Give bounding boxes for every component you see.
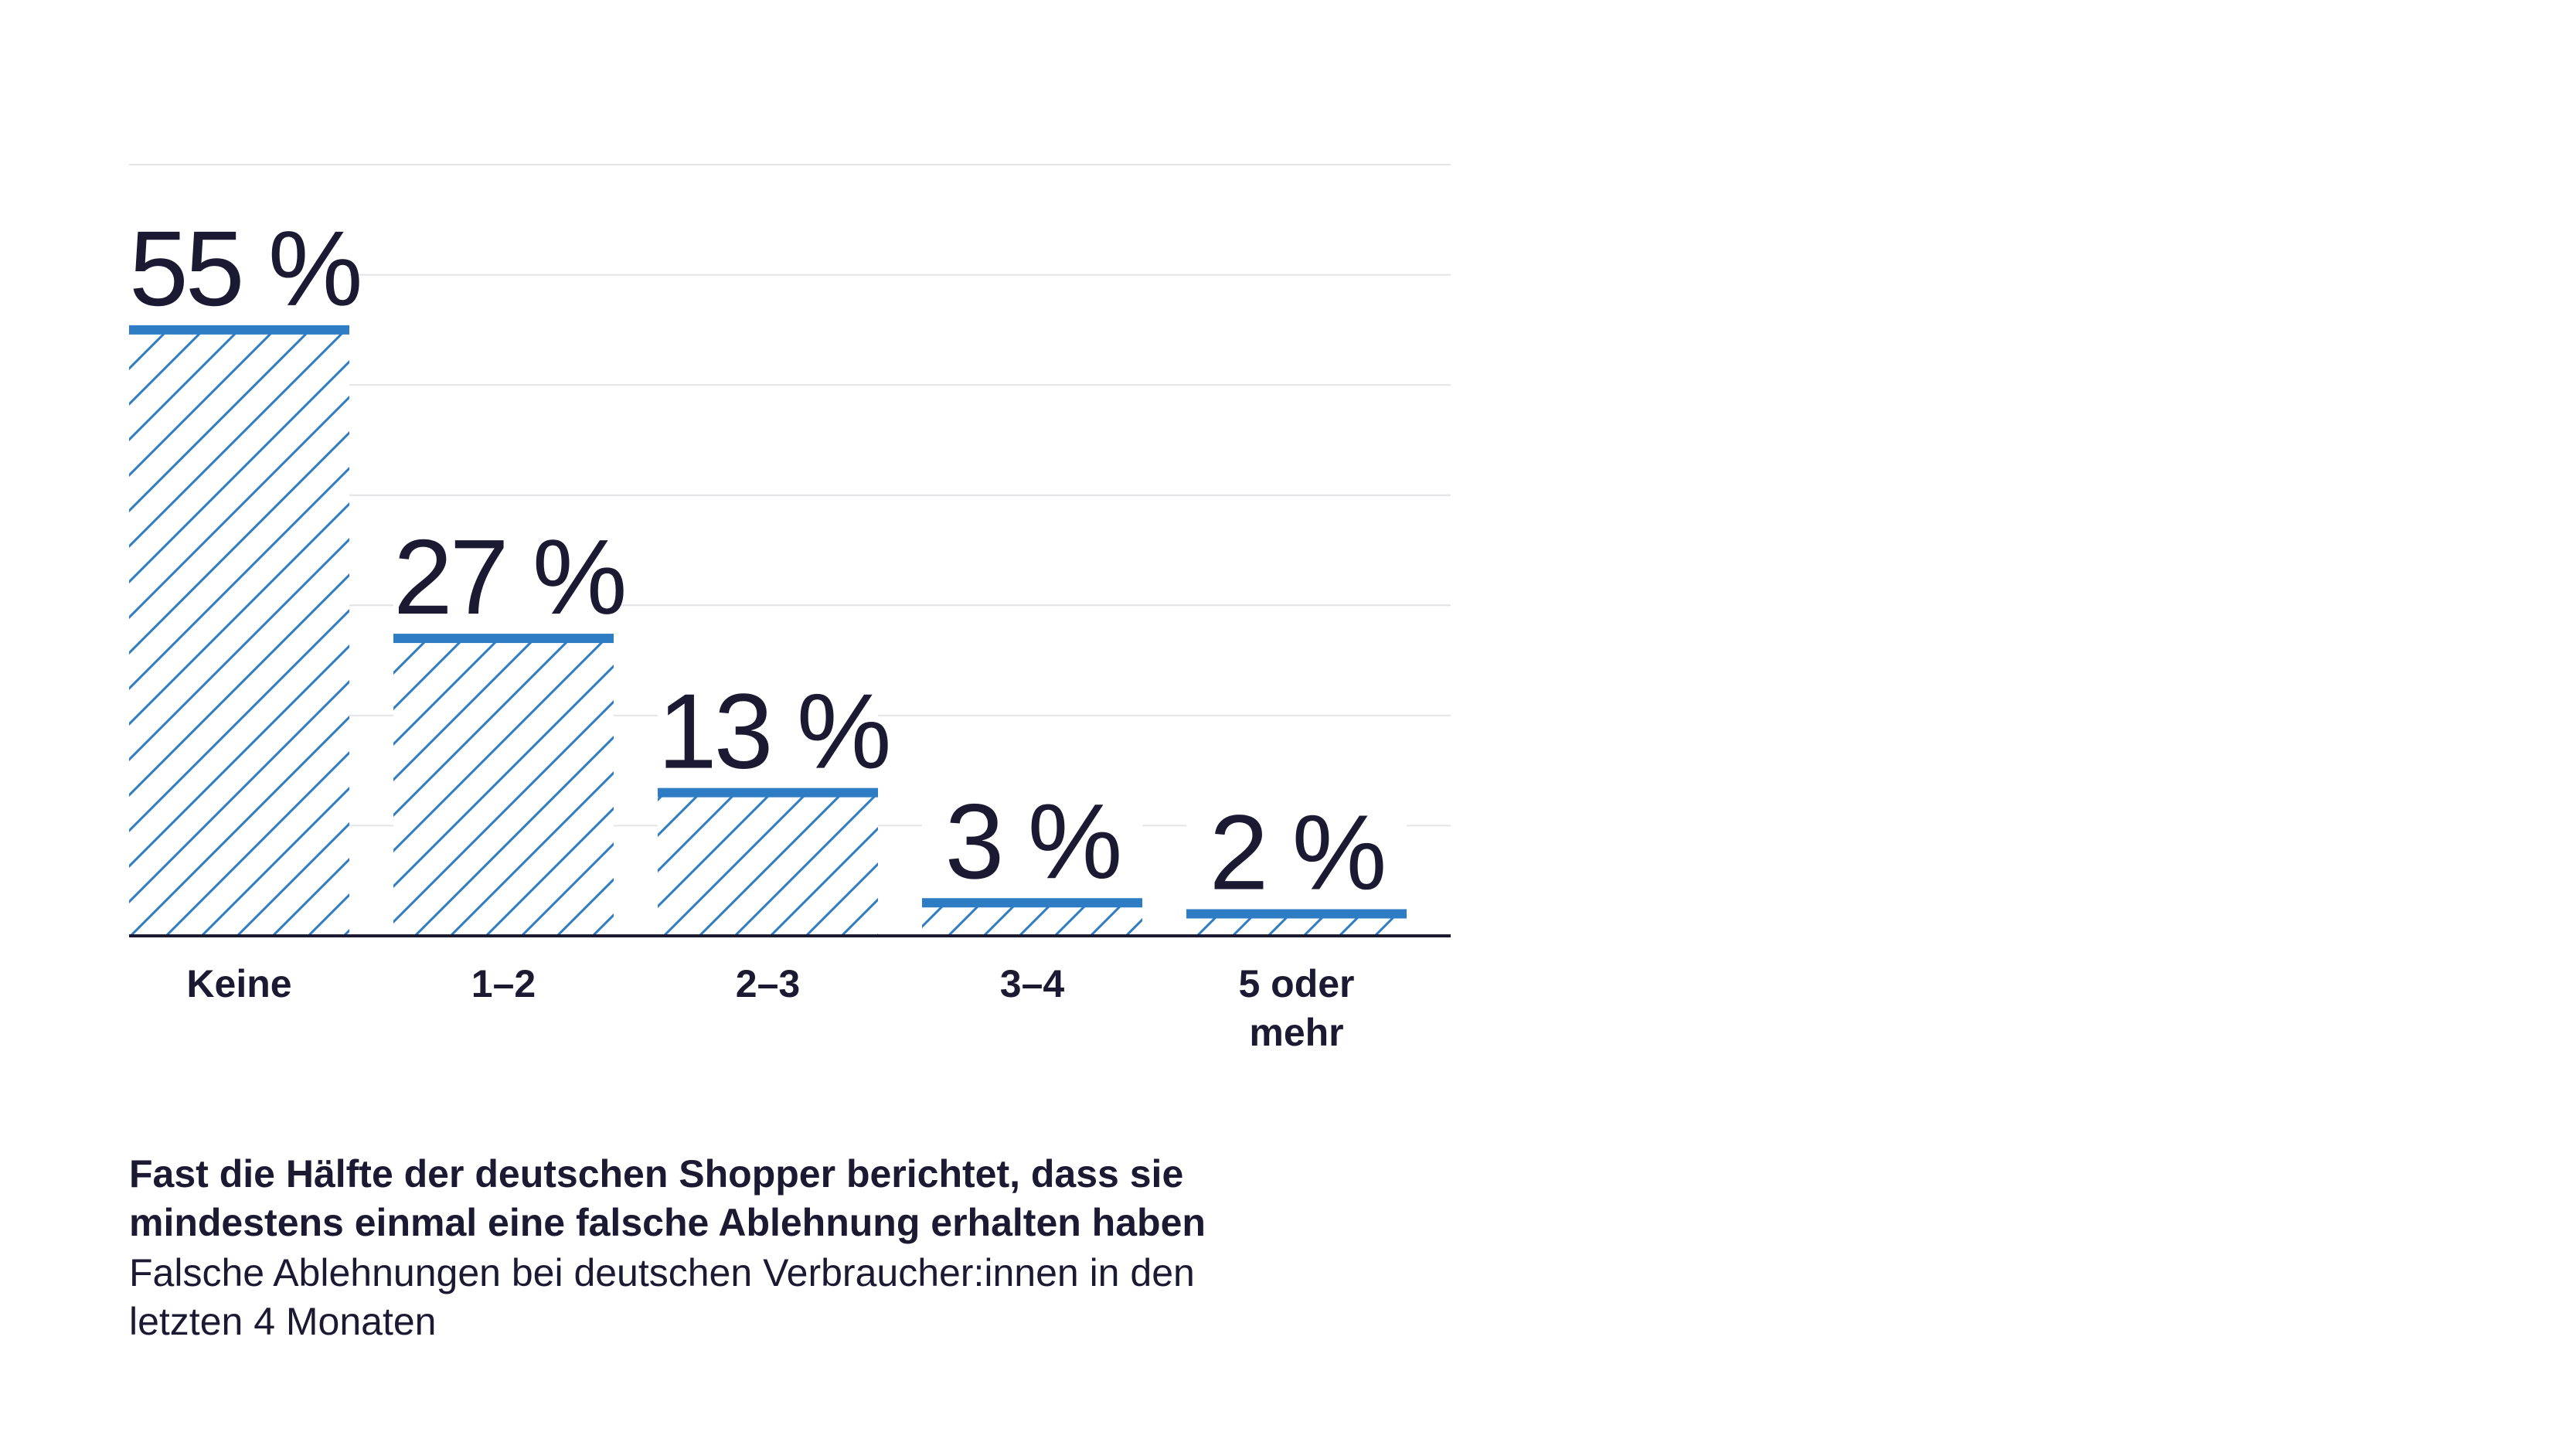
bar-top — [1186, 909, 1407, 919]
x-tick-label: 3–4 — [1000, 962, 1065, 1005]
bar — [393, 638, 614, 936]
bar-top — [129, 325, 349, 335]
bars — [129, 213, 1407, 936]
x-tick-labels: Keine 1–2 2–3 3–4 5 oder mehr — [186, 962, 1354, 1054]
data-label: 13 % — [658, 672, 889, 791]
bar-top — [922, 898, 1142, 908]
data-label: 27 % — [393, 518, 624, 637]
x-tick-label: 2–3 — [736, 962, 800, 1005]
data-label: 2 % — [1210, 793, 1384, 912]
bar — [658, 792, 878, 936]
bar-top — [658, 787, 878, 798]
chart-subtitle: Falsche Ablehnungen bei deutschen Verbra… — [129, 1249, 1366, 1346]
chart-title-line: Fast die Hälfte der deutschen Shopper be… — [129, 1152, 1184, 1196]
data-label: 3 % — [945, 782, 1120, 901]
chart-title-line: mindestens einmal eine falsche Ablehnung… — [129, 1201, 1206, 1244]
chart-caption: Fast die Hälfte der deutschen Shopper be… — [129, 1150, 1366, 1346]
x-tick-label: mehr — [1249, 1011, 1343, 1054]
value-labels: 55 % 27 % 13 % 3 % 2 % — [129, 209, 1387, 913]
chart-title: Fast die Hälfte der deutschen Shopper be… — [129, 1150, 1366, 1247]
bar — [129, 329, 349, 936]
x-tick-label: 5 oder — [1238, 962, 1354, 1005]
bar — [922, 903, 1142, 936]
x-tick-label: Keine — [186, 962, 291, 1005]
data-label: 55 % — [129, 209, 360, 328]
chart-subtitle-line: letzten 4 Monaten — [129, 1300, 437, 1343]
chart-subtitle-line: Falsche Ablehnungen bei deutschen Verbra… — [129, 1251, 1195, 1294]
bar-chart: 55 % 27 % 13 % 3 % 2 % Keine 1–2 2–3 3–4 5 oder m… — [129, 164, 1451, 1054]
x-tick-label: 1–2 — [471, 962, 536, 1005]
bar-top — [393, 634, 614, 644]
